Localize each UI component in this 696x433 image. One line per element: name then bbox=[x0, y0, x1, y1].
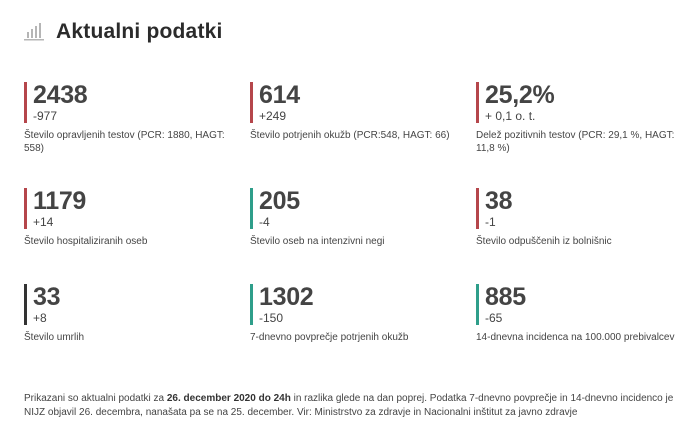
stat-value: 25,2% bbox=[485, 81, 555, 109]
stat-intensive-care: 205 -4 Število oseb na intenzivni negi bbox=[250, 188, 465, 248]
stat-discharged: 38 -1 Število odpuščenih iz bolnišnic bbox=[476, 188, 691, 248]
stat-delta: +8 bbox=[33, 311, 47, 325]
stat-tests: 2438 -977 Število opravljenih testov (PC… bbox=[24, 82, 239, 155]
stat-label: Delež pozitivnih testov (PCR: 29,1 %, HA… bbox=[476, 130, 675, 154]
stat-delta: + 0,1 o. t. bbox=[485, 109, 536, 123]
stat-14day-incidence: 885 -65 14-dnevna incidenca na 100.000 p… bbox=[476, 284, 691, 344]
stat-delta: -150 bbox=[259, 311, 284, 325]
stat-color-bar bbox=[24, 82, 27, 123]
stat-value: 33 bbox=[33, 283, 61, 311]
stat-positive-share: 25,2% + 0,1 o. t. Delež pozitivnih testo… bbox=[476, 82, 691, 155]
page-title: Aktualni podatki bbox=[56, 20, 223, 43]
stat-label: Število umrlih bbox=[24, 332, 85, 343]
stat-color-bar bbox=[24, 284, 27, 325]
stat-value: 885 bbox=[485, 283, 526, 311]
stat-delta: -65 bbox=[485, 311, 503, 325]
stat-color-bar bbox=[476, 82, 479, 123]
stat-value: 2438 bbox=[33, 81, 88, 109]
source-note-prefix: Prikazani so aktualni podatki za bbox=[24, 393, 167, 404]
stat-color-bar bbox=[250, 284, 253, 325]
page-header: Aktualni podatki bbox=[24, 20, 223, 44]
stat-label: Število oseb na intenzivni negi bbox=[250, 236, 385, 247]
source-note: Prikazani so aktualni podatki za 26. dec… bbox=[24, 392, 674, 420]
stat-value: 205 bbox=[259, 187, 300, 215]
stat-delta: +14 bbox=[33, 215, 54, 229]
stat-color-bar bbox=[250, 82, 253, 123]
stat-color-bar bbox=[476, 284, 479, 325]
stat-color-bar bbox=[250, 188, 253, 229]
stat-label: Število potrjenih okužb (PCR:548, HAGT: … bbox=[250, 130, 450, 141]
stat-value: 38 bbox=[485, 187, 513, 215]
stat-confirmed-infections: 614 +249 Število potrjenih okužb (PCR:54… bbox=[250, 82, 465, 142]
stat-label: 14-dnevna incidenca na 100.000 prebivalc… bbox=[476, 332, 675, 343]
stat-7day-average: 1302 -150 7-dnevno povprečje potrjenih o… bbox=[250, 284, 465, 344]
stat-delta: -4 bbox=[259, 215, 270, 229]
stat-value: 1179 bbox=[33, 187, 87, 215]
stat-hospitalized: 1179 +14 Število hospitaliziranih oseb bbox=[24, 188, 239, 248]
stat-deaths: 33 +8 Število umrlih bbox=[24, 284, 239, 344]
stat-delta: -1 bbox=[485, 215, 496, 229]
bar-chart-icon bbox=[24, 23, 44, 41]
stat-label: 7-dnevno povprečje potrjenih okužb bbox=[250, 332, 409, 343]
stat-label: Število odpuščenih iz bolnišnic bbox=[476, 236, 612, 247]
stat-label: Število hospitaliziranih oseb bbox=[24, 236, 148, 247]
stat-delta: +249 bbox=[259, 109, 287, 123]
stat-color-bar bbox=[476, 188, 479, 229]
stat-value: 1302 bbox=[259, 283, 314, 311]
stat-delta: -977 bbox=[33, 109, 58, 123]
source-note-suffix: in razlika glede na dan poprej. Podatka … bbox=[24, 393, 674, 418]
stat-label: Število opravljenih testov (PCR: 1880, H… bbox=[24, 130, 225, 154]
stat-color-bar bbox=[24, 188, 27, 229]
stat-value: 614 bbox=[259, 81, 300, 109]
source-note-date: 26. december 2020 do 24h bbox=[166, 393, 291, 404]
